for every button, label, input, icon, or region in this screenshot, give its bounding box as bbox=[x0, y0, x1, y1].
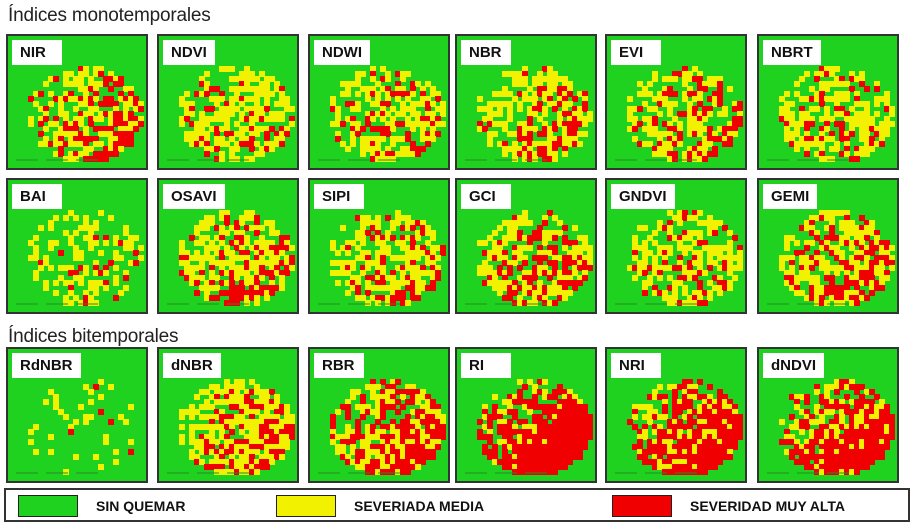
legend-swatch-red bbox=[612, 495, 672, 517]
legend-item-severidad-media: SEVERIADA MEDIA bbox=[276, 495, 484, 517]
map-tile-gndvi: GNDVI bbox=[605, 178, 747, 314]
map-tile-ndwi: NDWI bbox=[308, 34, 450, 170]
tile-label: NDWI bbox=[314, 40, 370, 65]
severity-map bbox=[759, 36, 897, 168]
legend-label: SIN QUEMAR bbox=[96, 498, 186, 514]
legend-label: SEVERIADA MEDIA bbox=[354, 498, 485, 514]
tile-label: OSAVI bbox=[163, 184, 225, 209]
map-tile-nbrt: NBRT bbox=[757, 34, 899, 170]
legend-swatch-green bbox=[18, 495, 78, 517]
legend-swatch-yellow bbox=[276, 495, 336, 517]
tile-label: RI bbox=[461, 353, 511, 378]
map-tile-evi: EVI bbox=[605, 34, 747, 170]
tile-label: dNBR bbox=[163, 353, 221, 378]
legend-label: SEVERIDAD MUY ALTA bbox=[690, 498, 846, 514]
tile-label: NBR bbox=[461, 40, 511, 65]
map-tile-gci: GCI bbox=[455, 178, 597, 314]
map-tile-gemi: GEMI bbox=[757, 178, 899, 314]
section-title-bitemporal: Índices bitemporales bbox=[8, 326, 179, 347]
legend-item-sin-quemar: SIN QUEMAR bbox=[18, 495, 185, 517]
tile-label: NIR bbox=[12, 40, 62, 65]
severity-map bbox=[8, 180, 146, 312]
tile-label: SIPI bbox=[314, 184, 364, 209]
tile-label: GNDVI bbox=[611, 184, 675, 209]
legend-item-severidad-muy-alta: SEVERIDAD MUY ALTA bbox=[612, 495, 845, 517]
map-tile-rbr: RBR bbox=[308, 347, 450, 483]
map-tile-nbr: NBR bbox=[455, 34, 597, 170]
section-title-monotemporal: Índices monotemporales bbox=[8, 5, 211, 26]
map-tile-rdnbr: RdNBR bbox=[6, 347, 148, 483]
map-tile-nri: NRI bbox=[605, 347, 747, 483]
tile-label: dNDVI bbox=[763, 353, 824, 378]
map-tile-ndvi: NDVI bbox=[157, 34, 299, 170]
tile-label: BAI bbox=[12, 184, 62, 209]
map-tile-dnbr: dNBR bbox=[157, 347, 299, 483]
tile-label: GEMI bbox=[763, 184, 818, 209]
tile-label: NBRT bbox=[763, 40, 821, 65]
map-tile-bai: BAI bbox=[6, 178, 148, 314]
tile-label: EVI bbox=[611, 40, 661, 65]
severity-map bbox=[607, 36, 745, 168]
tile-label: RdNBR bbox=[12, 353, 81, 378]
map-tile-nir: NIR bbox=[6, 34, 148, 170]
map-tile-dndvi: dNDVI bbox=[757, 347, 899, 483]
severity-map bbox=[310, 180, 448, 312]
tile-label: GCI bbox=[461, 184, 511, 209]
legend: SIN QUEMAR SEVERIADA MEDIA SEVERIDAD MUY… bbox=[4, 488, 910, 522]
tile-label: RBR bbox=[314, 353, 364, 378]
severity-map bbox=[159, 349, 297, 481]
map-tile-sipi: SIPI bbox=[308, 178, 450, 314]
map-tile-ri: RI bbox=[455, 347, 597, 483]
severity-map bbox=[759, 349, 897, 481]
tile-label: NDVI bbox=[163, 40, 215, 65]
map-tile-osavi: OSAVI bbox=[157, 178, 299, 314]
tile-label: NRI bbox=[611, 353, 661, 378]
